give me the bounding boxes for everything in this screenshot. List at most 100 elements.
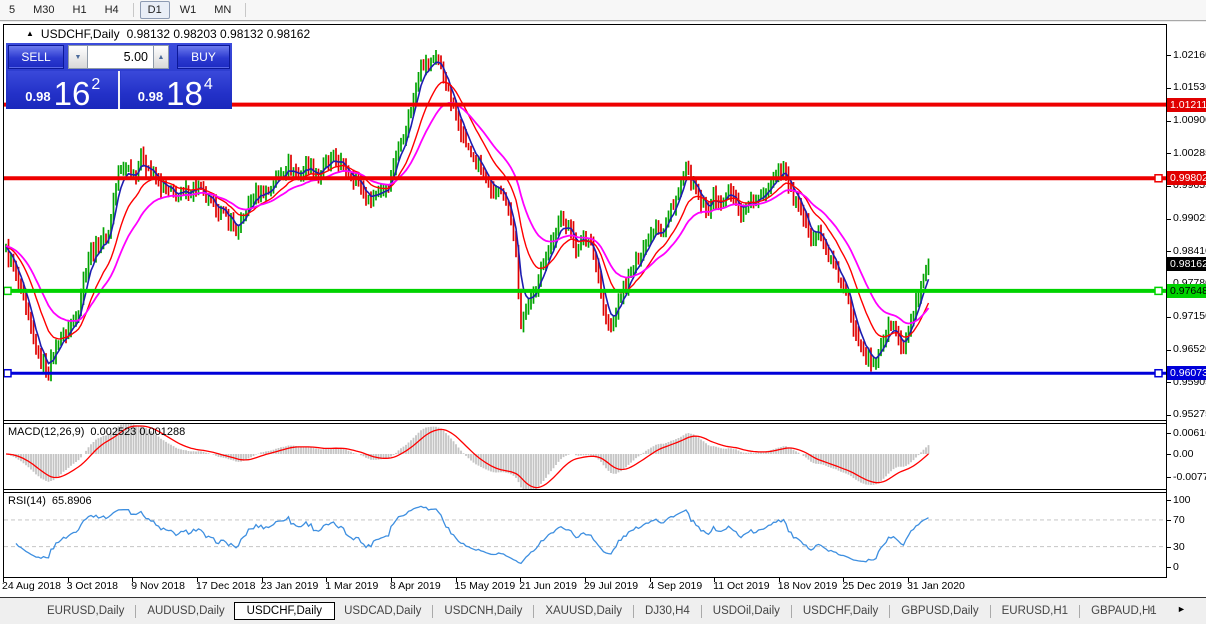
macd-panel-border-top[interactable] [3, 423, 1167, 424]
tab-DJ30,H4[interactable]: DJ30,H4 [645, 605, 690, 617]
timeframe-button-MN[interactable]: MN [214, 4, 232, 16]
tab-USDCAD,Daily[interactable]: USDCAD,Daily [344, 605, 422, 617]
date-label: 23 Jan 2019 [260, 580, 319, 592]
tab-separator [700, 604, 702, 618]
price-axis-line [1166, 24, 1167, 577]
date-tick [390, 577, 392, 582]
date-tick [908, 577, 910, 582]
price-tick-label: 0.99025 [1173, 212, 1206, 225]
buy-price-display[interactable]: 0.98 18 4 [120, 71, 230, 110]
rsi-canvas[interactable] [0, 492, 1166, 577]
tab-XAUUSD,Daily[interactable]: XAUUSD,Daily [545, 605, 623, 617]
volume-input[interactable]: 5.00 [88, 45, 154, 69]
sell-button[interactable]: SELL [8, 45, 64, 69]
timeframe-button-W1[interactable]: W1 [179, 4, 197, 16]
sell-price-display[interactable]: 0.98 16 2 [8, 71, 120, 112]
date-label: 1 Mar 2019 [325, 580, 379, 592]
date-label: 24 Aug 2018 [2, 580, 61, 592]
price-badge-0.99802: 0.99802 [1167, 171, 1206, 186]
buy-button[interactable]: BUY [177, 45, 230, 69]
macd-canvas[interactable] [0, 423, 1166, 489]
rsi-name: RSI(14) [8, 495, 46, 507]
price-tick [1166, 55, 1171, 56]
tab-separator [135, 604, 137, 618]
tab-AUDUSD,Daily[interactable]: AUDUSD,Daily [147, 605, 225, 617]
date-label: 11 Oct 2019 [713, 580, 770, 592]
tab-separator [1079, 604, 1081, 618]
date-label: 21 Jun 2019 [519, 580, 577, 592]
buy-price-point: 4 [203, 76, 213, 93]
date-label: 3 Oct 2018 [66, 580, 119, 592]
tab-EURUSD,Daily[interactable]: EURUSD,Daily [47, 605, 125, 617]
tabs-scroll-right-icon[interactable]: ► [1177, 604, 1186, 614]
rsi-panel-border-top[interactable] [3, 492, 1167, 493]
date-tick [843, 577, 845, 582]
timeframe-button-H4[interactable]: H4 [104, 4, 119, 16]
tab-separator [790, 604, 792, 618]
chart-title: ▲ USDCHF,Daily 0.98132 0.98203 0.98132 0… [26, 27, 310, 41]
one-click-trading-panel: SELL ▼ 5.00 ▲ BUY 0.98 16 2 0.98 18 4 [6, 43, 232, 112]
sell-price-pips: 16 [53, 75, 91, 112]
timeframe-button-5[interactable]: 5 [9, 4, 16, 16]
date-tick [778, 577, 780, 582]
tab-USDOil,Daily[interactable]: USDOil,Daily [712, 605, 780, 617]
macd-indicator-label: MACD(12,26,9) 0.002523 0.001288 [8, 426, 185, 438]
chart-ohlc-values: 0.98132 0.98203 0.98132 0.98162 [126, 27, 311, 41]
macd-values: 0.002523 0.001288 [90, 426, 186, 438]
rsi-axis-label: 30 [1173, 540, 1185, 553]
chevron-down-icon: ▼ [74, 53, 82, 61]
price-tick [1166, 349, 1171, 351]
indicator-tick [1166, 454, 1171, 455]
date-label: 4 Sep 2019 [648, 580, 703, 592]
date-tick [649, 577, 651, 582]
indicator-tick [1166, 433, 1171, 434]
collapse-panel-icon[interactable]: ▲ [26, 29, 34, 38]
indicator-tick [1166, 520, 1171, 521]
tabs-scroll-left-icon[interactable]: ◄ [1145, 604, 1154, 614]
buy-price-base: 0.98 [137, 89, 164, 104]
price-badge-0.97648: 0.97648 [1167, 283, 1206, 298]
price-tick-label: 1.00900 [1173, 114, 1206, 127]
tab-USDCNH,Daily[interactable]: USDCNH,Daily [444, 605, 523, 617]
tab-separator [889, 604, 891, 618]
indicator-tick [1166, 500, 1171, 501]
rsi-axis-label: 70 [1173, 513, 1185, 526]
chart-border-left [3, 24, 4, 577]
toolbar-separator [245, 3, 247, 17]
macd-panel-border-bottom[interactable] [3, 489, 1167, 490]
macd-axis-label: 0.006166 [1173, 426, 1206, 439]
price-badge-1.01211: 1.01211 [1167, 97, 1206, 112]
volume-decrease-button[interactable]: ▼ [68, 45, 88, 69]
chart-symbol: USDCHF,Daily [40, 27, 120, 41]
date-tick [520, 577, 522, 582]
price-tick [1166, 382, 1171, 383]
volume-increase-button[interactable]: ▲ [154, 45, 169, 69]
date-label: 9 Nov 2018 [131, 580, 186, 592]
date-tick [584, 577, 586, 582]
chart-border-top [3, 24, 1167, 25]
tab-separator [533, 604, 535, 618]
sell-price-point: 2 [91, 76, 101, 93]
date-label: 25 Dec 2019 [842, 580, 902, 592]
indicator-tick [1166, 477, 1171, 478]
rsi-axis-label: 0 [1173, 560, 1179, 573]
date-tick [196, 577, 198, 582]
tab-GBPUSD,Daily[interactable]: GBPUSD,Daily [901, 605, 979, 617]
date-label: 17 Dec 2018 [195, 580, 256, 592]
date-label: 8 Apr 2019 [389, 580, 441, 592]
price-badge-0.98162: 0.98162 [1167, 257, 1206, 271]
indicator-tick [1166, 567, 1171, 568]
chart-tab-bar: EURUSD,Daily AUDUSD,Daily USDCHF,Daily USDC… [0, 597, 1206, 624]
tab-USDCHF,Daily[interactable]: USDCHF,Daily [233, 602, 336, 620]
tab-GBPAUD,H1[interactable]: GBPAUD,H1 [1091, 605, 1157, 617]
timeframe-button-D1[interactable]: D1 [139, 1, 170, 19]
sell-price-base: 0.98 [25, 89, 51, 104]
timeframe-button-M30[interactable]: M30 [33, 4, 55, 16]
macd-axis-label: -0.00774 [1173, 470, 1206, 483]
tab-USDCHF,Daily[interactable]: USDCHF,Daily [802, 605, 879, 617]
rsi-indicator-label: RSI(14) 65.8906 [8, 495, 92, 507]
tab-EURUSD,H1[interactable]: EURUSD,H1 [1001, 605, 1069, 617]
macd-name: MACD(12,26,9) [8, 426, 85, 438]
timeframe-button-H1[interactable]: H1 [72, 4, 87, 16]
tab-separator [989, 604, 991, 618]
